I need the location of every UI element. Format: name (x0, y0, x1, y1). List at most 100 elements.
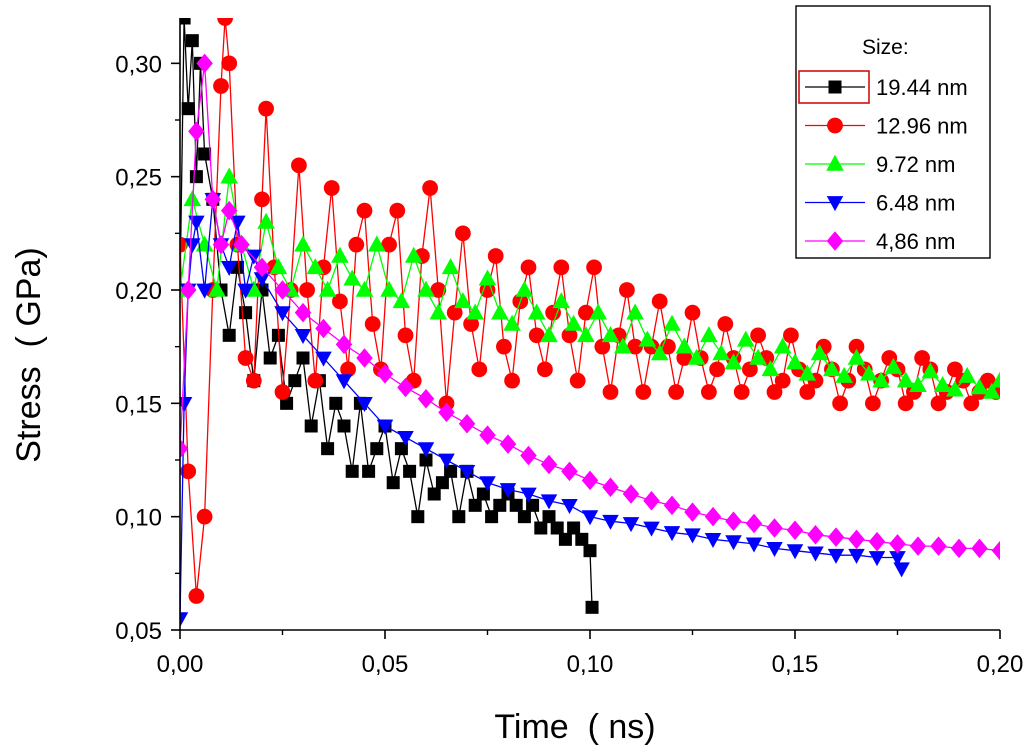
data-point (355, 280, 374, 297)
data-point (294, 235, 312, 252)
data-point (458, 413, 476, 434)
data-point (991, 540, 1000, 561)
data-point (504, 372, 520, 389)
data-point (564, 314, 583, 331)
y-tick-label: 0,30 (115, 51, 162, 78)
data-point (430, 282, 447, 298)
data-point (517, 510, 531, 524)
legend-item: 12.96 nm (805, 114, 968, 139)
data-point (567, 521, 581, 535)
data-point (318, 280, 337, 297)
data-point (222, 328, 236, 342)
data-point (709, 361, 725, 378)
data-point (684, 502, 701, 522)
data-point (619, 282, 635, 298)
data-point (761, 360, 780, 377)
data-point (914, 350, 930, 366)
data-point (946, 380, 964, 397)
data-point (479, 282, 496, 298)
data-point (889, 534, 906, 554)
data-point (586, 259, 602, 276)
data-point (684, 304, 701, 321)
legend-label: 4,86 nm (876, 229, 956, 254)
data-point (622, 517, 640, 533)
data-point (362, 464, 376, 478)
data-point (643, 521, 660, 537)
data-point (581, 510, 599, 526)
x-axis-ticks: 0,00 0,05 0,10 0,15 0,20 (157, 630, 1023, 678)
data-point (394, 442, 408, 456)
data-point (397, 377, 414, 398)
data-point (552, 292, 571, 309)
data-point (742, 361, 758, 378)
data-point (766, 542, 783, 558)
data-point (614, 337, 632, 354)
data-point (254, 191, 270, 208)
data-point (848, 338, 865, 355)
data-point (663, 526, 681, 542)
data-point (444, 464, 458, 478)
data-point (323, 180, 340, 196)
data-point (663, 495, 681, 516)
data-point (889, 551, 906, 567)
data-point (909, 536, 927, 556)
data-point (296, 351, 310, 365)
data-point (602, 384, 619, 400)
data-point (212, 234, 230, 255)
data-point (687, 348, 706, 365)
data-point (868, 531, 886, 552)
series-2 (180, 18, 1000, 604)
data-point (315, 351, 332, 367)
data-point (307, 372, 324, 389)
data-point (526, 498, 540, 512)
y-tick-label: 0,10 (115, 505, 162, 532)
legend-selection-box (798, 70, 870, 104)
legend-item: 6.48 nm (805, 191, 956, 216)
data-point (583, 544, 597, 558)
data-point (773, 337, 792, 354)
data-point (294, 302, 312, 323)
data-point (766, 384, 783, 400)
x-tick-label: 0,15 (772, 651, 819, 678)
data-point (263, 351, 277, 365)
data-point (676, 350, 693, 366)
data-point (540, 326, 558, 343)
data-point (807, 525, 824, 545)
y-tick-label: 0,20 (115, 278, 162, 305)
data-point (446, 304, 463, 321)
data-point (893, 562, 910, 578)
data-point (963, 395, 980, 412)
series-5 (180, 53, 1000, 561)
data-point (569, 372, 586, 389)
data-point (663, 314, 681, 331)
data-point (712, 344, 730, 361)
data-point (921, 362, 940, 379)
data-point (397, 327, 414, 344)
data-point (958, 366, 976, 383)
data-point (827, 548, 845, 564)
data-point (422, 180, 438, 196)
data-point (627, 338, 643, 355)
data-point (491, 303, 509, 320)
data-point (237, 283, 254, 299)
data-point (417, 280, 435, 297)
data-point (650, 344, 669, 361)
data-point (561, 461, 578, 482)
data-point (458, 464, 476, 480)
y-tick-label: 0,15 (115, 391, 162, 418)
data-point (786, 520, 804, 541)
data-point (397, 430, 414, 446)
data-point (774, 372, 791, 389)
data-point (441, 258, 460, 275)
data-point (545, 304, 561, 321)
data-point (376, 419, 394, 435)
data-point (823, 360, 841, 377)
data-point (602, 514, 619, 530)
data-point (528, 327, 545, 344)
y-axis-ticks: 0,05 0,10 0,15 0,20 0,25 0,30 (115, 51, 180, 645)
data-point (233, 234, 250, 255)
legend-marker (827, 117, 843, 134)
data-point (188, 121, 205, 142)
data-point (561, 498, 578, 514)
